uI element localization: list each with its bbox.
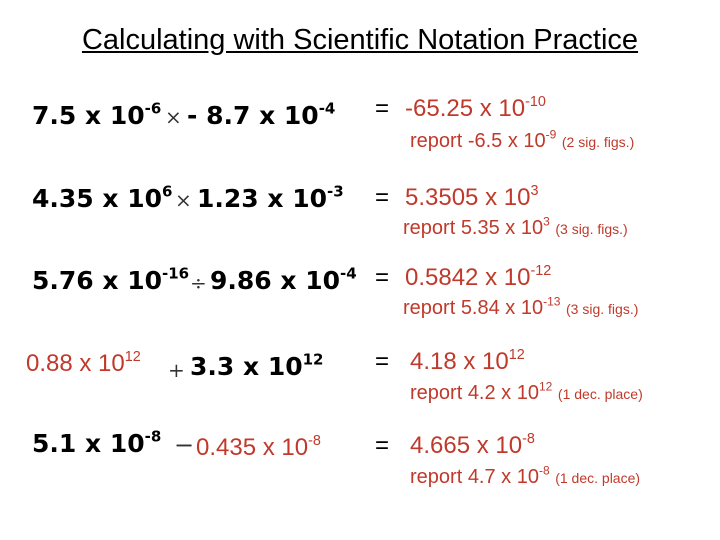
equals-sign: = <box>375 348 390 375</box>
operand-a-row-2: 4.35 x 106 <box>32 182 173 213</box>
operand-a-row-4: 0.88 x 1012 <box>26 348 141 377</box>
equals-sign: = <box>375 95 390 122</box>
report-row-1: report -6.5 x 10-9 (2 sig. figs.) <box>410 127 635 152</box>
report-row-3: report 5.84 x 10-13 (3 sig. figs.) <box>403 294 639 319</box>
report-row-2: report 5.35 x 103 (3 sig. figs.) <box>403 214 628 239</box>
operand-b-row-1: - 8.7 x 10-4 <box>187 99 336 130</box>
report-row-5: report 4.7 x 10-8 (1 dec. place) <box>410 463 641 488</box>
plus-operator: + <box>168 358 185 382</box>
equals-sign: = <box>375 184 390 211</box>
operand-a-row-5: 5.1 x 10-8 <box>32 427 162 458</box>
result-row-3: 0.5842 x 10-12 <box>405 262 552 291</box>
divide-operator: ÷ <box>190 271 207 295</box>
page-title: Calculating with Scientific Notation Pra… <box>81 24 639 56</box>
minus-operator: − <box>174 431 195 459</box>
equals-sign: = <box>375 432 390 459</box>
result-row-5: 4.665 x 10-8 <box>410 430 535 459</box>
operand-a-row-1: 7.5 x 10-6 <box>32 99 162 130</box>
equals-sign: = <box>375 264 390 291</box>
result-row-2: 5.3505 x 103 <box>405 182 539 211</box>
operand-b-row-3: 9.86 x 10-4 <box>210 264 357 295</box>
times-operator: × <box>175 188 192 212</box>
report-row-4: report 4.2 x 1012 (1 dec. place) <box>410 379 643 404</box>
operand-a-row-3: 5.76 x 10-16 <box>32 264 190 295</box>
times-operator: × <box>165 105 182 129</box>
operand-b-row-4: 3.3 x 1012 <box>190 350 324 381</box>
operand-b-row-5: 0.435 x 10-8 <box>196 432 321 461</box>
operand-b-row-2: 1.23 x 10-3 <box>197 182 344 213</box>
result-row-1: -65.25 x 10-10 <box>405 93 546 122</box>
result-row-4: 4.18 x 1012 <box>410 346 525 375</box>
